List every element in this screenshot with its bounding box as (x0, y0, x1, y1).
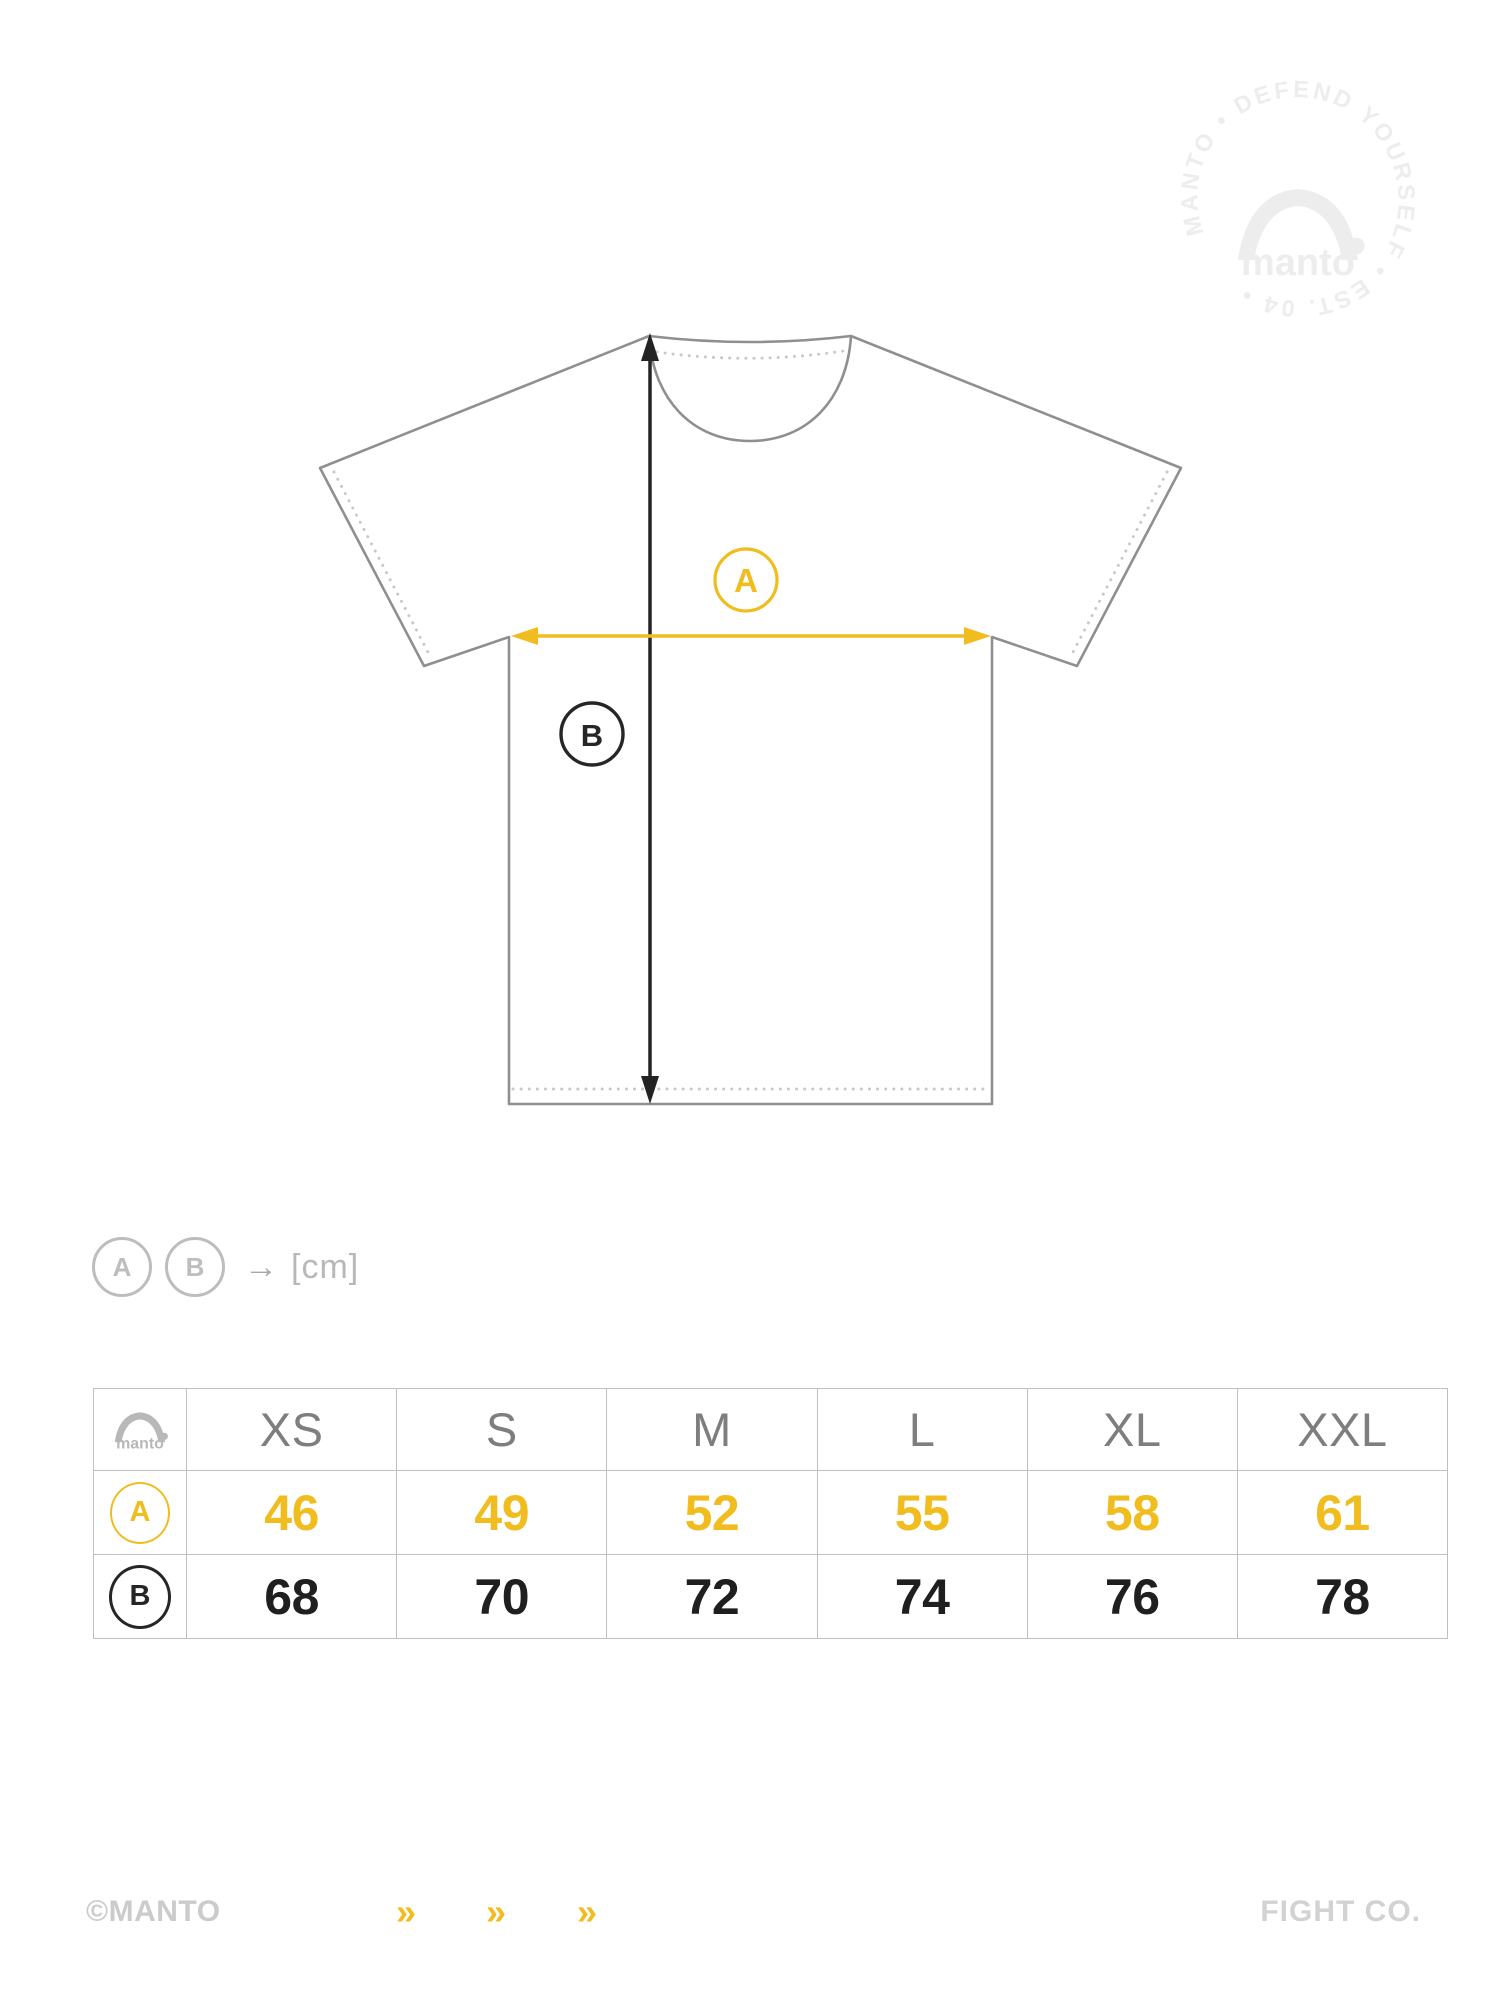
value-b-xl: 76 (1026, 1554, 1237, 1638)
size-table: manto XS S M L XL XXL A 46 49 52 55 58 6… (93, 1388, 1448, 1639)
value-a-l: 55 (816, 1470, 1027, 1554)
value-a-xs: 46 (186, 1470, 397, 1554)
legend-a-badge: A (92, 1237, 152, 1297)
value-a-s: 49 (396, 1470, 607, 1554)
legend-arrow-icon: → (244, 1247, 278, 1286)
manto-watermark-logo: MANTO • DEFEND YOURSELF • EST. 04 • mant… (1176, 76, 1417, 322)
chevron-icon: » (396, 1891, 417, 1932)
row-a-label-cell: A (94, 1470, 186, 1554)
legend: A B → [cm] (92, 1236, 359, 1298)
size-header-xs: XS (186, 1389, 396, 1470)
manto-logo-icon: manto (114, 1411, 168, 1451)
manto-figure-icon (1238, 189, 1358, 260)
footer-copyright: ©MANTO (86, 1895, 221, 1928)
size-header-l: L (816, 1389, 1027, 1470)
table-logo-cell: manto (94, 1389, 186, 1470)
left-sleeve-seam-dotted (332, 470, 433, 660)
svg-text:B: B (581, 718, 603, 753)
row-b-label-cell: B (94, 1554, 186, 1638)
width-arrow-a (511, 627, 991, 645)
value-a-m: 52 (606, 1470, 817, 1554)
chevron-icon: » (577, 1891, 598, 1932)
value-b-s: 70 (396, 1554, 607, 1638)
legend-b-badge: B (165, 1237, 225, 1297)
watermark-wordmark: manto (1241, 242, 1355, 284)
row-b-badge: B (109, 1564, 171, 1629)
size-header-m: M (606, 1389, 816, 1470)
value-b-xs: 68 (186, 1554, 397, 1638)
tshirt-outline (318, 334, 1183, 1106)
right-sleeve-seam-dotted (1068, 470, 1169, 660)
diagram-a-badge: A (713, 547, 779, 613)
length-arrow-b (641, 333, 659, 1104)
value-a-xxl: 61 (1236, 1470, 1447, 1554)
value-b-m: 72 (606, 1554, 817, 1638)
value-b-xxl: 78 (1236, 1554, 1447, 1638)
svg-text:manto: manto (116, 1435, 164, 1451)
chevron-icon: » (486, 1891, 507, 1932)
diagram-b-badge: B (559, 701, 625, 767)
size-header-xxl: XXL (1236, 1389, 1447, 1470)
manto-figure-head-icon (1347, 237, 1365, 255)
size-header-xl: XL (1026, 1389, 1237, 1470)
svg-text:A: A (734, 562, 758, 599)
footer-fight-co-label: FIGHT CO. (1260, 1895, 1421, 1928)
size-header-s: S (396, 1389, 606, 1470)
collar-scoop-line (647, 335, 853, 443)
row-a-badge: A (110, 1481, 170, 1544)
legend-unit-label: [cm] (291, 1247, 360, 1286)
value-a-xl: 58 (1026, 1470, 1237, 1554)
value-b-l: 74 (816, 1554, 1027, 1638)
